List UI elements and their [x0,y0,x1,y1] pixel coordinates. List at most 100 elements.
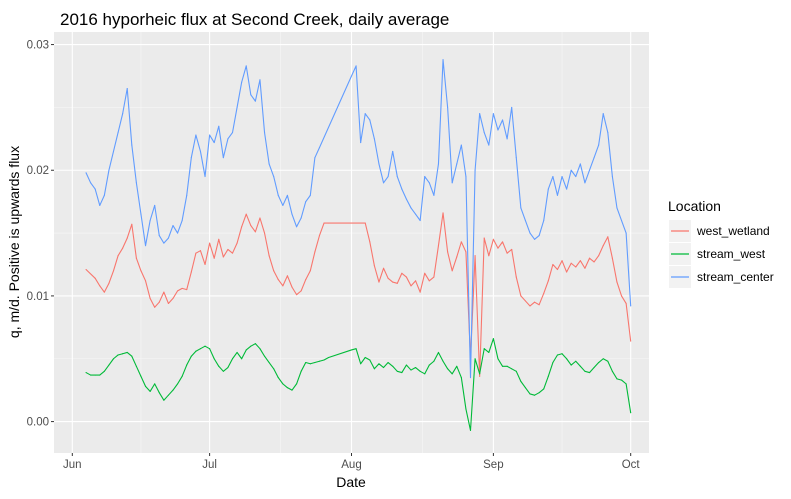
data-point-west_wetland [492,238,494,240]
data-point-west_wetland [112,270,115,272]
legend-items: west_wetland stream_west stream_center [669,220,774,288]
data-point-west_wetland [236,242,238,244]
series-line-stream_west [85,338,632,431]
data-point-west_wetland [186,289,188,291]
data-point-stream_west [447,368,449,370]
data-point-west_wetland [177,290,179,292]
data-point-stream_center [488,144,490,146]
data-point-stream_center [254,100,256,102]
data-point-stream_west [515,370,517,372]
data-point-stream_center [534,238,536,240]
data-point-stream_center [419,219,421,222]
data-point-west_wetland [250,224,252,227]
data-point-west_wetland [195,252,197,254]
data-point-stream_west [520,380,522,382]
data-point-west_wetland [447,251,449,253]
data-point-stream_center [245,65,247,67]
data-point-stream_center [158,235,160,237]
data-point-west_wetland [598,255,600,257]
data-point-stream_center [469,377,472,379]
data-point-stream_center [305,201,307,203]
data-point-stream_center [396,175,398,178]
data-point-west_wetland [479,375,481,377]
data-point-stream_west [350,349,353,351]
data-point-stream_center [410,207,412,209]
data-point-stream_center [112,150,115,152]
data-point-stream_west [204,345,206,347]
data-point-stream_west [483,348,485,350]
data-point-west_wetland [474,255,476,257]
data-point-stream_center [314,157,316,159]
data-point-stream_west [318,360,321,362]
data-point-stream_center [382,182,385,184]
data-point-stream_west [149,390,151,392]
data-point-stream_center [405,198,407,200]
data-point-west_wetland [506,252,508,254]
data-point-west_wetland [213,257,215,259]
data-point-stream_west [378,363,380,365]
data-point-west_wetland [241,226,243,228]
data-point-stream_west [474,358,476,360]
data-point-stream_west [296,383,298,385]
data-point-stream_west [410,369,412,371]
data-point-stream_center [479,113,481,115]
data-point-stream_west [360,363,362,365]
data-point-stream_west [112,358,115,360]
data-point-stream_center [167,237,169,239]
data-point-west_wetland [149,297,151,299]
data-point-west_wetland [167,302,169,305]
data-point-west_wetland [378,281,380,283]
data-point-west_wetland [364,222,366,224]
data-point-stream_west [268,361,270,364]
data-point-stream_west [433,360,435,362]
data-point-stream_west [117,354,119,356]
x-tick-label: Sep [483,459,503,471]
data-point-stream_west [570,364,572,366]
data-point-stream_west [241,358,243,360]
data-point-stream_west [364,356,366,359]
data-point-west_wetland [442,212,444,214]
data-point-stream_west [575,360,577,362]
data-point-west_wetland [387,277,389,279]
data-point-stream_center [511,106,513,108]
data-point-stream_center [378,163,380,165]
data-point-stream_west [437,351,440,354]
data-point-stream_west [529,393,531,395]
data-point-stream_center [218,125,220,127]
data-point-west_wetland [117,255,119,257]
data-point-stream_west [607,360,609,362]
data-point-stream_center [566,188,568,190]
data-point-stream_center [108,169,110,171]
data-point-west_wetland [419,291,421,293]
data-point-stream_center [355,65,357,67]
data-point-stream_center [492,113,494,115]
data-point-west_wetland [254,231,256,233]
data-point-stream_center [437,163,440,165]
data-point-west_wetland [99,285,101,287]
data-point-west_wetland [575,266,577,268]
data-point-stream_west [222,370,224,372]
data-point-stream_center [181,219,183,222]
data-point-stream_west [190,355,192,357]
data-point-west_wetland [602,245,604,247]
data-point-west_wetland [268,255,270,257]
data-point-west_wetland [625,302,627,305]
data-point-stream_west [584,370,586,372]
data-point-west_wetland [259,217,261,219]
data-point-west_wetland [323,222,325,224]
data-point-stream_west [140,375,142,377]
data-point-stream_west [428,364,430,366]
data-point-stream_west [501,365,504,367]
data-point-stream_center [415,213,417,215]
data-point-stream_center [131,144,133,146]
data-point-stream_center [369,119,371,121]
data-point-stream_west [282,383,284,385]
data-point-west_wetland [291,286,293,288]
data-point-west_wetland [460,241,462,243]
data-point-west_wetland [172,297,174,299]
data-point-stream_west [419,370,421,372]
data-point-stream_west [108,364,110,366]
data-point-stream_center [259,79,261,81]
data-point-stream_west [291,389,293,391]
data-point-stream_center [465,175,467,178]
